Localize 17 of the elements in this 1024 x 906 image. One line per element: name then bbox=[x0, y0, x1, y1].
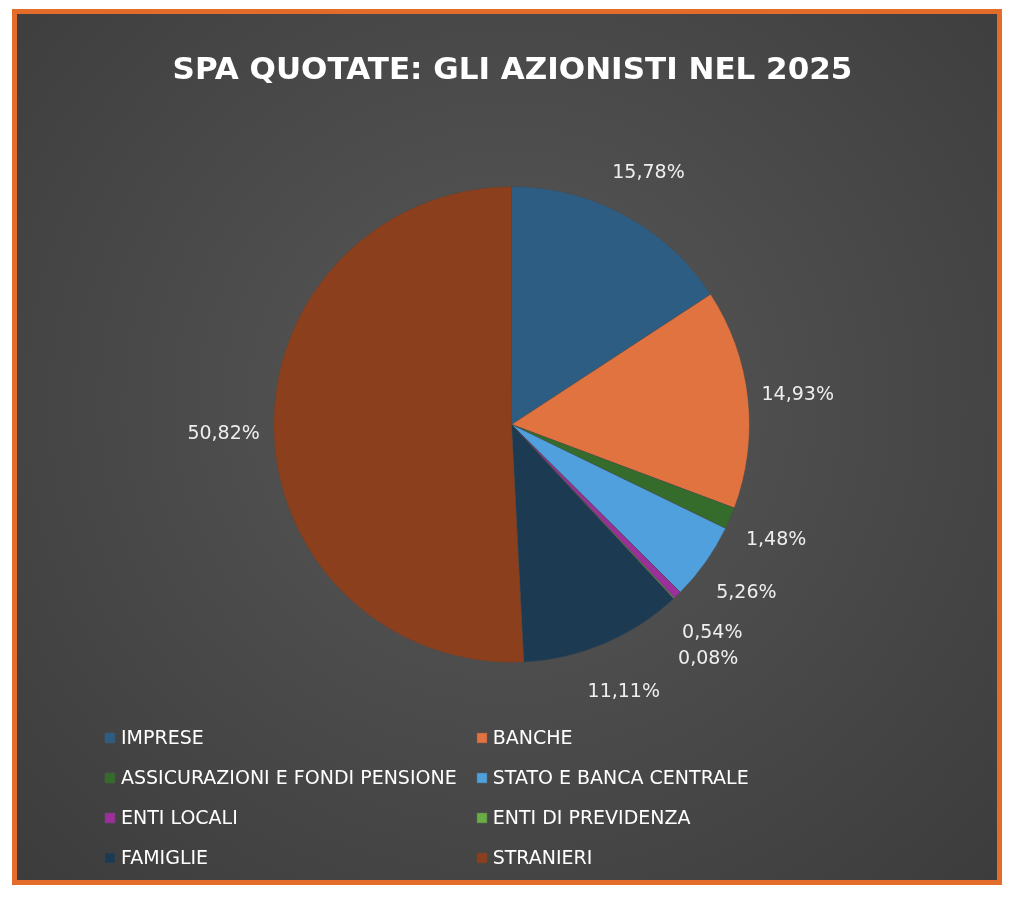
chart-title: SPA QUOTATE: GLI AZIONISTI NEL 2025 bbox=[172, 49, 853, 86]
legend-label: STRANIERI bbox=[492, 846, 594, 868]
data-label: 50,82% bbox=[187, 420, 260, 443]
legend-label: ENTI DI PREVIDENZA bbox=[492, 806, 692, 828]
legend-label: BANCHE bbox=[492, 726, 574, 748]
data-label: 0,08% bbox=[678, 645, 739, 668]
data-label: 11,11% bbox=[587, 678, 661, 701]
data-label: 0,54% bbox=[682, 619, 743, 642]
legend-label: ENTI LOCALI bbox=[121, 806, 239, 828]
data-label: 15,78% bbox=[612, 160, 685, 183]
legend-label: STATO E BANCA CENTRALE bbox=[492, 766, 750, 788]
data-label: 14,93% bbox=[761, 381, 834, 404]
data-label: 5,26% bbox=[716, 580, 777, 603]
legend-label: FAMIGLIE bbox=[121, 846, 210, 868]
data-label: 1,48% bbox=[745, 527, 807, 550]
legend-label: ASSICURAZIONI E FONDI PENSIONE bbox=[121, 766, 457, 788]
legend-label: IMPRESE bbox=[121, 726, 205, 748]
